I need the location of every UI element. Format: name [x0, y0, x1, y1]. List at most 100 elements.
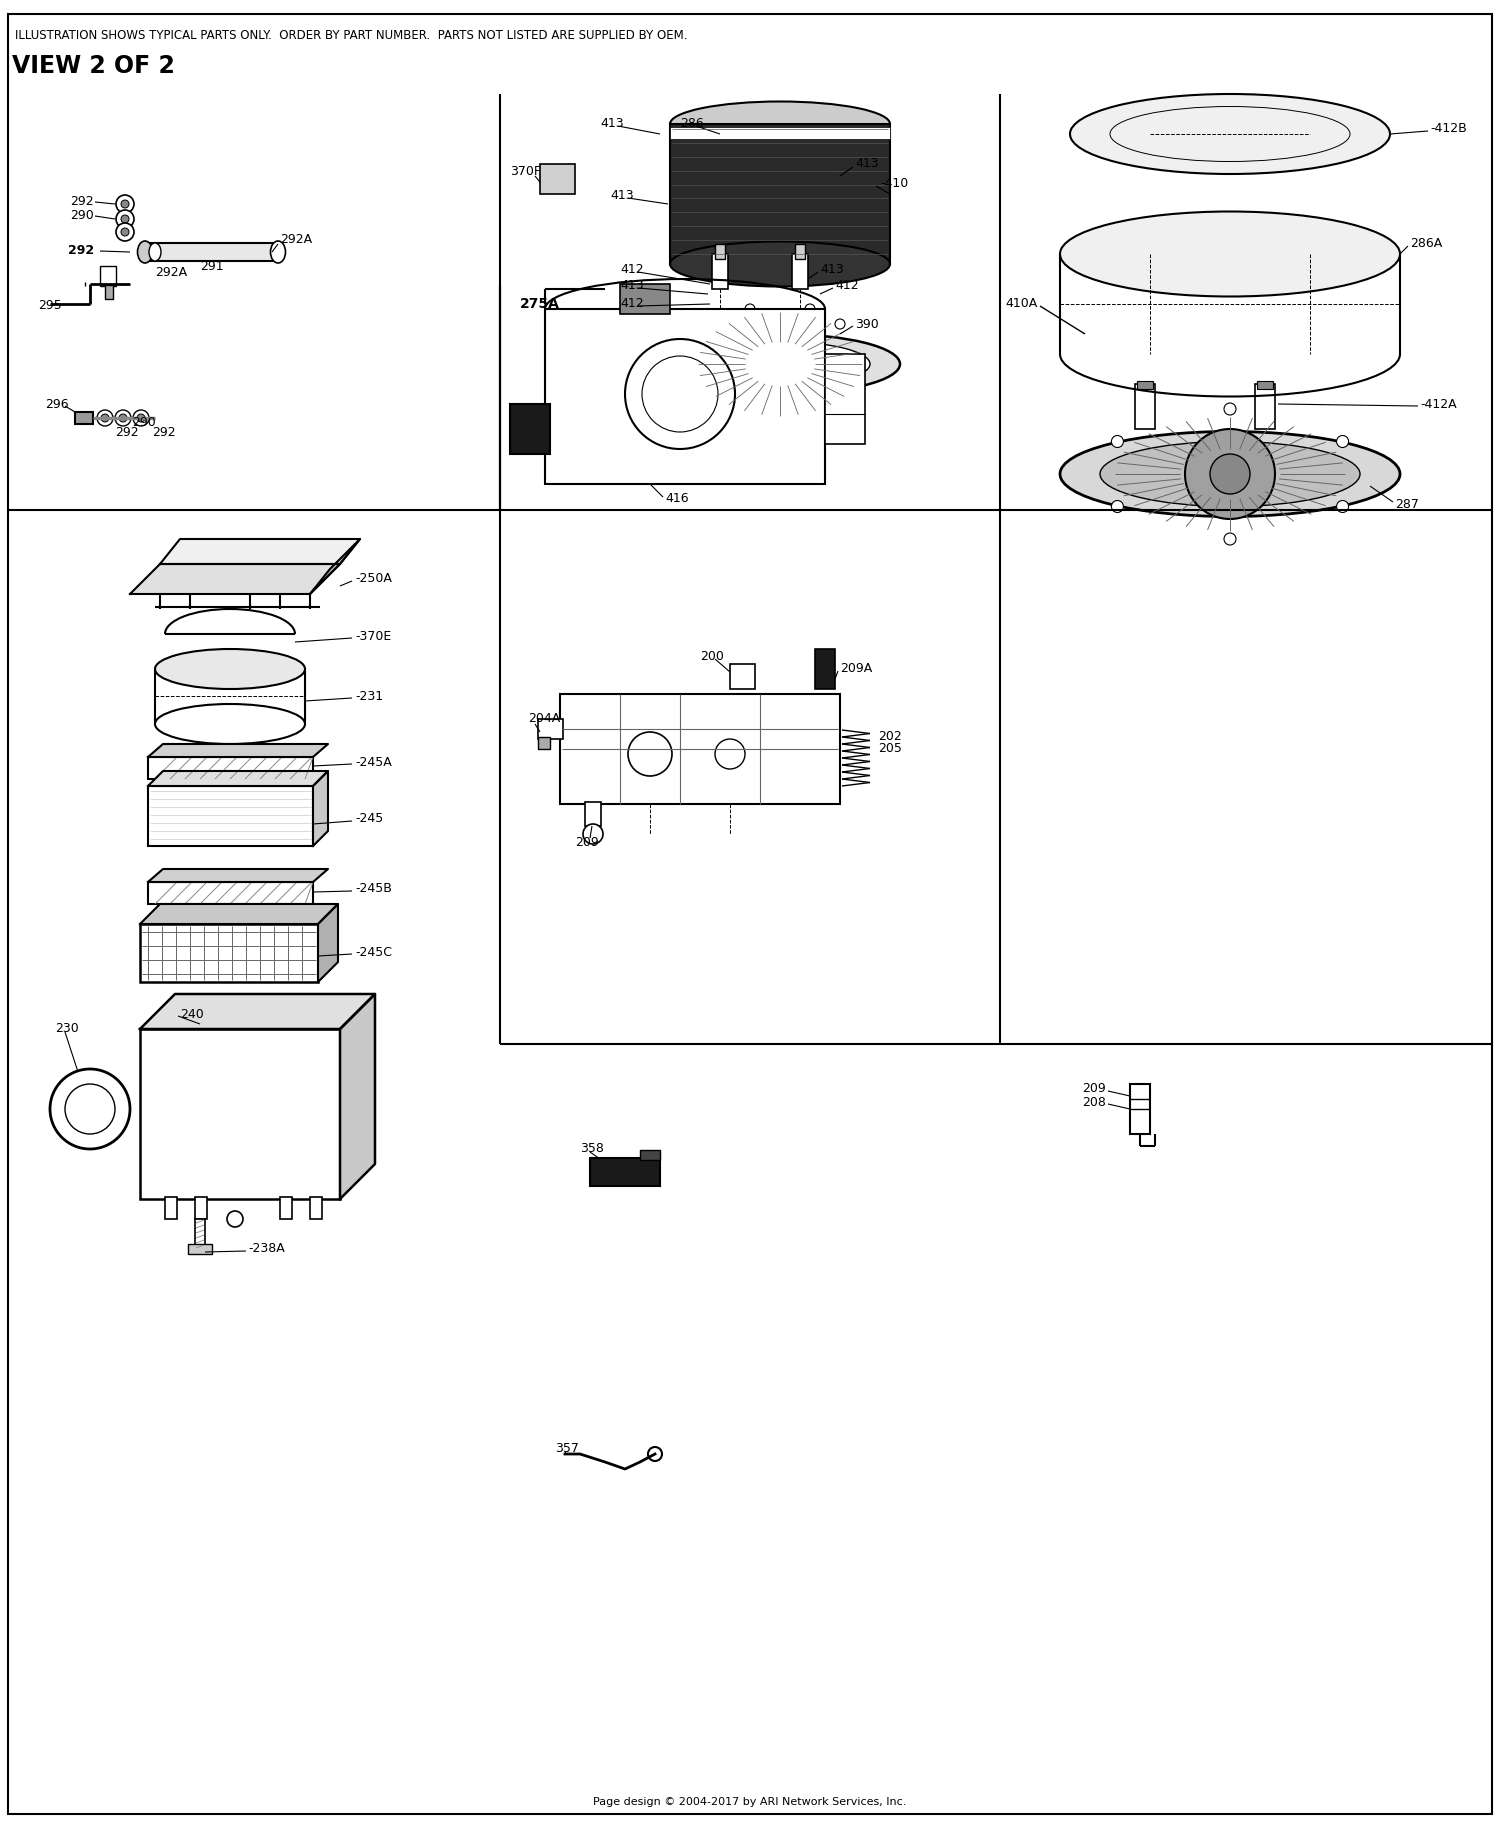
Polygon shape — [314, 771, 328, 846]
Bar — [280, 1197, 292, 1219]
Text: 204A: 204A — [528, 712, 561, 725]
Text: VIEW 2 OF 2: VIEW 2 OF 2 — [12, 53, 176, 77]
Ellipse shape — [660, 334, 900, 395]
Circle shape — [746, 304, 754, 313]
Ellipse shape — [1060, 431, 1400, 516]
Text: -245C: -245C — [356, 946, 392, 959]
Bar — [640, 1151, 660, 1160]
Circle shape — [100, 415, 109, 422]
Text: 358: 358 — [580, 1143, 604, 1156]
Text: 291: 291 — [200, 260, 223, 273]
Bar — [815, 649, 836, 690]
Circle shape — [226, 1212, 243, 1226]
Bar — [538, 738, 550, 749]
Text: 287: 287 — [1395, 498, 1419, 511]
Text: 413: 413 — [610, 190, 633, 203]
Text: 286A: 286A — [1410, 238, 1443, 251]
Circle shape — [116, 195, 134, 214]
Text: -412A: -412A — [1420, 398, 1456, 411]
Polygon shape — [318, 904, 338, 983]
Bar — [1136, 384, 1155, 430]
Bar — [585, 802, 602, 826]
Bar — [590, 1158, 660, 1186]
Bar — [165, 1197, 177, 1219]
Text: -231: -231 — [356, 690, 382, 703]
Circle shape — [1336, 435, 1348, 448]
Bar — [716, 243, 724, 258]
Circle shape — [628, 732, 672, 776]
Bar — [670, 127, 890, 138]
Text: 390: 390 — [855, 317, 879, 330]
Text: 292: 292 — [116, 426, 138, 439]
Text: 200: 200 — [700, 649, 724, 662]
Bar — [146, 243, 274, 262]
Text: 292: 292 — [152, 426, 176, 439]
Circle shape — [98, 409, 112, 426]
Text: 202: 202 — [878, 730, 902, 743]
Text: 209: 209 — [1082, 1082, 1106, 1095]
Bar — [825, 354, 866, 444]
Circle shape — [836, 319, 844, 328]
Bar — [75, 411, 93, 424]
Circle shape — [118, 415, 128, 422]
Text: 292A: 292A — [154, 267, 188, 280]
Circle shape — [716, 319, 724, 328]
Ellipse shape — [154, 649, 304, 690]
Bar — [510, 404, 550, 454]
Bar — [140, 1029, 340, 1199]
Text: 295: 295 — [38, 299, 62, 312]
Bar — [670, 124, 890, 264]
Text: 205: 205 — [878, 743, 902, 756]
Polygon shape — [148, 743, 328, 758]
Circle shape — [116, 223, 134, 242]
Bar — [310, 1197, 322, 1219]
Bar — [1256, 384, 1275, 430]
Bar — [105, 286, 112, 299]
Text: 290: 290 — [70, 210, 93, 223]
Text: -370E: -370E — [356, 629, 392, 642]
Text: 208: 208 — [1082, 1095, 1106, 1108]
Text: 416: 416 — [664, 492, 688, 505]
Polygon shape — [310, 538, 360, 594]
Bar — [712, 254, 728, 290]
Circle shape — [716, 739, 746, 769]
Bar — [560, 693, 840, 804]
Text: ILLUSTRATION SHOWS TYPICAL PARTS ONLY.  ORDER BY PART NUMBER.  PARTS NOT LISTED : ILLUSTRATION SHOWS TYPICAL PARTS ONLY. O… — [15, 30, 687, 42]
Circle shape — [1112, 500, 1124, 513]
Text: 275A: 275A — [520, 297, 560, 312]
Ellipse shape — [154, 704, 304, 743]
Circle shape — [1112, 435, 1124, 448]
Text: 290: 290 — [132, 415, 156, 428]
Ellipse shape — [1070, 94, 1390, 173]
Polygon shape — [160, 538, 360, 564]
Circle shape — [648, 1448, 662, 1460]
Circle shape — [122, 229, 129, 236]
Text: -245A: -245A — [356, 756, 392, 769]
Circle shape — [122, 199, 129, 208]
Bar — [148, 881, 314, 904]
Text: -410: -410 — [880, 177, 908, 190]
Bar — [100, 266, 116, 286]
Ellipse shape — [690, 341, 870, 387]
Bar — [538, 719, 562, 739]
Polygon shape — [140, 904, 338, 924]
Bar — [540, 164, 574, 194]
Circle shape — [122, 216, 129, 223]
Bar — [195, 1219, 206, 1254]
Bar — [1137, 382, 1154, 389]
Bar — [148, 758, 314, 778]
Polygon shape — [148, 869, 328, 881]
Polygon shape — [340, 994, 375, 1199]
Text: 292A: 292A — [280, 234, 312, 247]
Bar — [620, 284, 670, 313]
Text: 370F: 370F — [510, 166, 542, 179]
Circle shape — [116, 409, 130, 426]
Text: 296: 296 — [45, 398, 69, 411]
Text: 292: 292 — [68, 245, 94, 258]
Text: 413: 413 — [600, 118, 624, 131]
Polygon shape — [140, 994, 375, 1029]
Bar — [795, 243, 806, 258]
Circle shape — [584, 824, 603, 845]
Bar — [140, 924, 318, 983]
Text: -412B: -412B — [1430, 122, 1467, 135]
